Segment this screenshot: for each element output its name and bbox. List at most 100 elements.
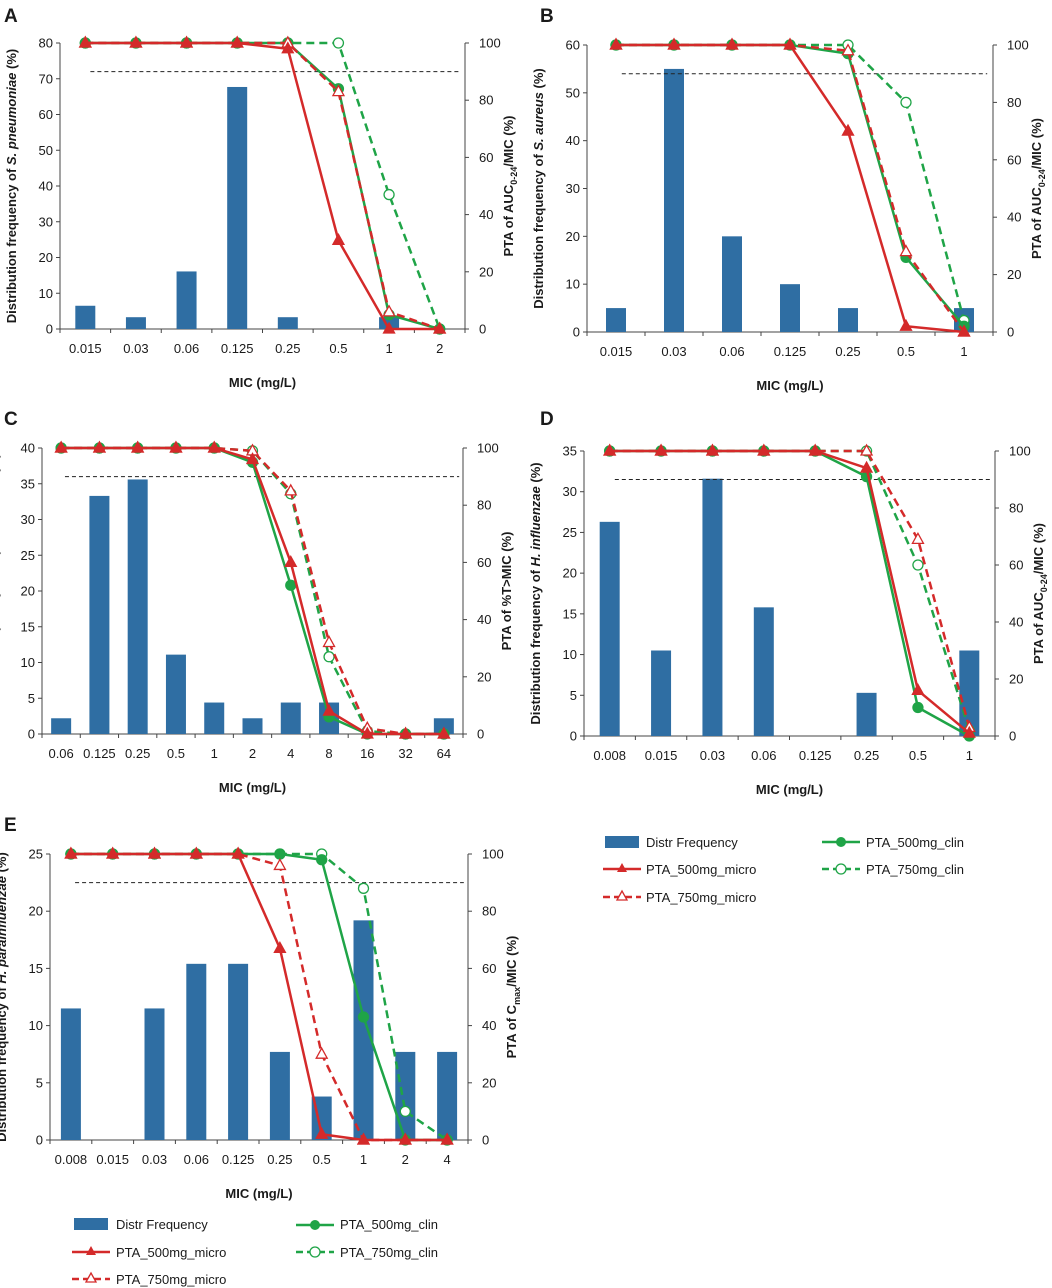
panel-e-series-line bbox=[70, 852, 448, 1142]
panel-d-y2-axis-title: PTA of AUC0-24/MIC (%) bbox=[1031, 523, 1049, 664]
panel-a-series-point bbox=[281, 41, 295, 54]
panel-d-series-point bbox=[962, 725, 976, 738]
panel-c-category-label: 4 bbox=[287, 746, 294, 761]
panel-d-ytick-label: 0 bbox=[570, 729, 577, 744]
panel-c-y-axis-title: Distribution frequency of K. pneumoniae … bbox=[0, 453, 1, 728]
panel-e-series-point bbox=[315, 1046, 329, 1059]
panel-d-ytick-label: 15 bbox=[563, 606, 577, 621]
panel-e-y2-axis-title-pre: PTA of C bbox=[504, 1004, 519, 1058]
panel-e-ytick-label: 5 bbox=[36, 1075, 43, 1090]
panel-c-series-point bbox=[323, 651, 335, 663]
panel-e-series-point bbox=[357, 882, 370, 894]
panel-e-bar bbox=[228, 963, 249, 1140]
panel-e-category-label: 1 bbox=[360, 1152, 367, 1167]
panel-c-ytick-label: 30 bbox=[21, 512, 35, 527]
panel-c-series-point bbox=[131, 440, 145, 453]
panel-b-series-point bbox=[900, 96, 912, 109]
panel-c-y-axis-title-post: (%) bbox=[0, 453, 1, 477]
panel-e-x-axis-title: MIC (mg/L) bbox=[225, 1186, 292, 1201]
panel-a-category-label: 1 bbox=[385, 341, 392, 356]
panel-d-series-point bbox=[757, 443, 771, 456]
chart-panel-c: 0 5 10 15 20 25 30 35 40 0 20 40 60 80 100 0.06 0.125 0.2… bbox=[0, 441, 514, 796]
panel-b-ytick-label: 40 bbox=[566, 133, 580, 148]
legend-bottom-label-p750c: PTA_750mg_clin bbox=[340, 1245, 438, 1260]
panel-d-category-label: 0.125 bbox=[799, 748, 832, 763]
panel-e-category-label: 4 bbox=[443, 1152, 450, 1167]
panel-b-series-point bbox=[841, 123, 855, 136]
panel-b-series-point bbox=[957, 324, 971, 337]
legend-label-distr: Distr Frequency bbox=[646, 835, 738, 850]
panel-e-y2tick-label: 0 bbox=[482, 1133, 489, 1148]
panel-b-y2-axis-title: PTA of AUC0-24/MIC (%) bbox=[1029, 118, 1047, 259]
panel-c-series-point bbox=[437, 726, 451, 739]
panel-c-series-line bbox=[61, 446, 444, 736]
panel-b-category-label: 0.03 bbox=[661, 344, 686, 359]
panel-label-e: E bbox=[4, 815, 17, 836]
panel-d-y2-axis-title-post: /MIC (%) bbox=[1031, 523, 1046, 574]
legend-bottom-swatch-p750c bbox=[296, 1246, 334, 1258]
panel-e-bar bbox=[353, 920, 374, 1140]
panel-c-y2-axis-title-pre: PTA of %T>MIC (%) bbox=[499, 532, 514, 651]
panel-d-y-axis-title-pre: Distribution frequency of bbox=[528, 566, 543, 724]
panel-d-category-label: 0.5 bbox=[909, 748, 927, 763]
panel-c-ytick-label: 25 bbox=[21, 548, 35, 563]
panel-c-y-axis-title-species: K. pneumoniae bbox=[0, 477, 1, 570]
panel-e-y-axis-title-pre: Distribution frequency of bbox=[0, 984, 9, 1142]
panel-e-ytick-label: 25 bbox=[29, 847, 43, 862]
panel-c-category-label: 0.125 bbox=[83, 746, 116, 761]
panel-a-series-line bbox=[85, 41, 441, 330]
panel-d-series-point bbox=[859, 443, 874, 456]
legend-label-p500c: PTA_500mg_clin bbox=[866, 835, 964, 850]
panel-b-y2tick-label: 60 bbox=[1007, 152, 1021, 167]
panel-a-bar bbox=[176, 271, 197, 329]
panel-c-series-point bbox=[360, 726, 374, 739]
panel-c-y2tick-label: 60 bbox=[477, 555, 491, 570]
panel-c-bar bbox=[280, 702, 301, 734]
panel-b-bar bbox=[664, 68, 684, 333]
panel-label-b: B bbox=[540, 6, 554, 27]
panel-a-series-point bbox=[179, 35, 194, 48]
panel-e-category-label: 0.03 bbox=[142, 1152, 167, 1167]
panel-e-y-axis-title: Distribution frequency of H. parainfluen… bbox=[0, 852, 9, 1142]
legend-label-p750c: PTA_750mg_clin bbox=[866, 862, 964, 877]
panel-c-category-label: 64 bbox=[437, 746, 451, 761]
panel-a-series-point bbox=[383, 188, 395, 201]
panel-e-series-point bbox=[316, 854, 328, 866]
panel-b-category-label: 0.015 bbox=[600, 344, 633, 359]
legend-bottom-label-p750m: PTA_750mg_micro bbox=[116, 1272, 226, 1287]
panel-e-y-axis-title-post: (%) bbox=[0, 852, 9, 876]
panel-b-series-point bbox=[725, 37, 739, 50]
panel-e-series-point bbox=[189, 846, 203, 859]
panel-d-ytick-label: 35 bbox=[563, 444, 577, 459]
panel-d-y2tick-label: 0 bbox=[1009, 729, 1016, 744]
panel-c-bar bbox=[204, 702, 225, 734]
chart-panel-e: 0 5 10 15 20 25 0 20 40 60 80 100 0.008 0.015 0.03 0.06… bbox=[0, 847, 522, 1202]
panel-c-category-label: 0.25 bbox=[125, 746, 150, 761]
panel-d-y2tick-label: 60 bbox=[1009, 558, 1023, 573]
panel-a-ytick-label: 80 bbox=[39, 36, 53, 51]
panel-e-series-point bbox=[273, 941, 287, 954]
panel-e-y2tick-label: 60 bbox=[482, 961, 496, 976]
panel-b-ytick-label: 60 bbox=[566, 38, 580, 53]
panel-b-bar bbox=[838, 308, 858, 332]
panel-a-series-point bbox=[331, 232, 346, 245]
panel-d-ytick-label: 10 bbox=[563, 647, 577, 662]
panel-b-y2-axis-title-sub: 0-24 bbox=[1037, 169, 1047, 187]
panel-a-series-point bbox=[332, 37, 345, 49]
panel-c-bar bbox=[433, 718, 454, 734]
panel-c-series-point bbox=[169, 440, 183, 453]
panel-d-ytick-label: 20 bbox=[563, 566, 577, 581]
panel-a-y-axis-title-pre: Distribution frequency of bbox=[4, 165, 19, 323]
panel-e-bar bbox=[144, 1008, 165, 1140]
panel-a-series-point bbox=[382, 304, 396, 317]
panel-d-series-point bbox=[912, 559, 924, 571]
panel-a-ytick-label: 0 bbox=[46, 322, 53, 337]
panel-c-series-line bbox=[61, 446, 444, 736]
panel-b-bar bbox=[606, 308, 626, 332]
panel-c-series-point bbox=[284, 555, 298, 568]
panel-label-a: A bbox=[4, 6, 18, 27]
panel-c-ytick-label: 20 bbox=[21, 584, 35, 599]
panel-c-series-point bbox=[92, 440, 107, 453]
panel-d-y2tick-label: 100 bbox=[1009, 444, 1031, 459]
panel-b-bar bbox=[780, 284, 800, 332]
